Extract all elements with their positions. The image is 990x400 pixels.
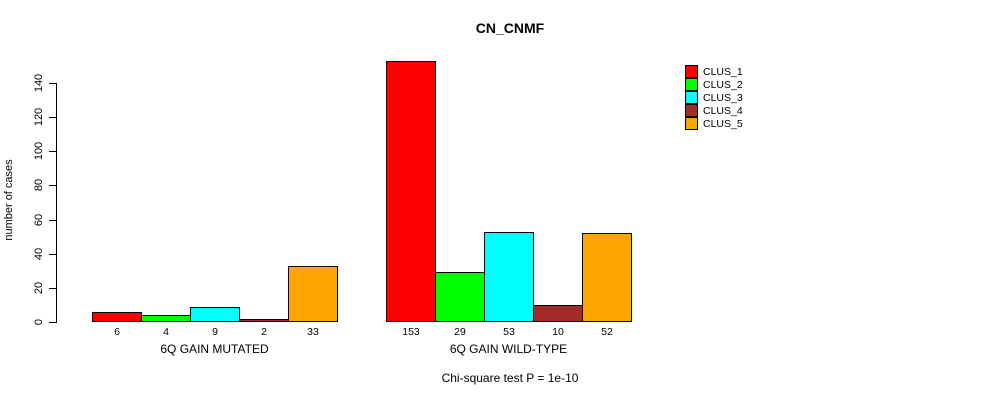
y-tick-mark bbox=[49, 83, 56, 84]
legend-item-clus_3: CLUS_3 bbox=[685, 91, 743, 104]
bar-count-label: 2 bbox=[261, 326, 267, 338]
bar-clus_3 bbox=[484, 232, 534, 322]
legend-swatch-clus_1 bbox=[685, 65, 698, 78]
bar-count-label: 33 bbox=[307, 326, 319, 338]
y-tick-label: 0 bbox=[33, 318, 45, 326]
y-tick-mark bbox=[49, 322, 56, 323]
y-tick-mark bbox=[49, 288, 56, 289]
bar-clus_1 bbox=[386, 61, 436, 322]
bar-count-label: 29 bbox=[454, 326, 466, 338]
bar-count-label: 4 bbox=[163, 326, 169, 338]
y-tick-label: 120 bbox=[33, 107, 45, 127]
bar-count-label: 153 bbox=[402, 326, 420, 338]
y-tick-mark bbox=[49, 185, 56, 186]
legend-item-clus_1: CLUS_1 bbox=[685, 65, 743, 78]
legend-item-clus_2: CLUS_2 bbox=[685, 78, 743, 91]
y-tick-label: 80 bbox=[33, 178, 45, 192]
bar-clus_2 bbox=[141, 315, 191, 322]
legend-item-clus_4: CLUS_4 bbox=[685, 104, 743, 117]
y-axis-line bbox=[56, 83, 57, 323]
y-tick-label: 20 bbox=[33, 281, 45, 295]
bar-clus_2 bbox=[435, 272, 485, 322]
legend-swatch-clus_2 bbox=[685, 78, 698, 91]
y-tick-label: 100 bbox=[33, 141, 45, 161]
x-axis-group-label: 6Q GAIN WILD-TYPE bbox=[449, 342, 568, 356]
chi-square-annotation: Chi-square test P = 1e-10 bbox=[441, 371, 579, 385]
bar-clus_3 bbox=[190, 307, 240, 322]
y-tick-mark bbox=[49, 220, 56, 221]
bar-count-label: 53 bbox=[503, 326, 515, 338]
bar-count-label: 9 bbox=[212, 326, 218, 338]
y-tick-mark bbox=[49, 151, 56, 152]
x-axis-group-label: 6Q GAIN MUTATED bbox=[160, 342, 269, 356]
bar-clus_4 bbox=[239, 319, 289, 322]
legend-label: CLUS_4 bbox=[703, 104, 743, 117]
chart-title: CN_CNMF bbox=[475, 20, 545, 36]
bar-count-label: 10 bbox=[552, 326, 564, 338]
bar-clus_1 bbox=[92, 312, 142, 322]
legend-item-clus_5: CLUS_5 bbox=[685, 117, 743, 130]
legend-label: CLUS_5 bbox=[703, 117, 743, 130]
bar-count-label: 52 bbox=[601, 326, 613, 338]
bar-clus_4 bbox=[533, 305, 583, 322]
y-tick-label: 140 bbox=[33, 73, 45, 93]
legend-label: CLUS_2 bbox=[703, 78, 743, 91]
y-tick-mark bbox=[49, 117, 56, 118]
y-tick-mark bbox=[49, 254, 56, 255]
legend-label: CLUS_3 bbox=[703, 91, 743, 104]
y-axis-title: number of cases bbox=[3, 159, 15, 241]
y-tick-label: 40 bbox=[33, 247, 45, 261]
legend-swatch-clus_3 bbox=[685, 91, 698, 104]
y-tick-label: 60 bbox=[33, 213, 45, 227]
legend: CLUS_1 CLUS_2 CLUS_3 CLUS_4 CLUS_5 bbox=[685, 65, 743, 130]
bar-count-label: 6 bbox=[114, 326, 120, 338]
legend-swatch-clus_5 bbox=[685, 117, 698, 130]
bar-clus_5 bbox=[288, 266, 338, 322]
bar-clus_5 bbox=[582, 233, 632, 322]
legend-swatch-clus_4 bbox=[685, 104, 698, 117]
legend-label: CLUS_1 bbox=[703, 65, 743, 78]
